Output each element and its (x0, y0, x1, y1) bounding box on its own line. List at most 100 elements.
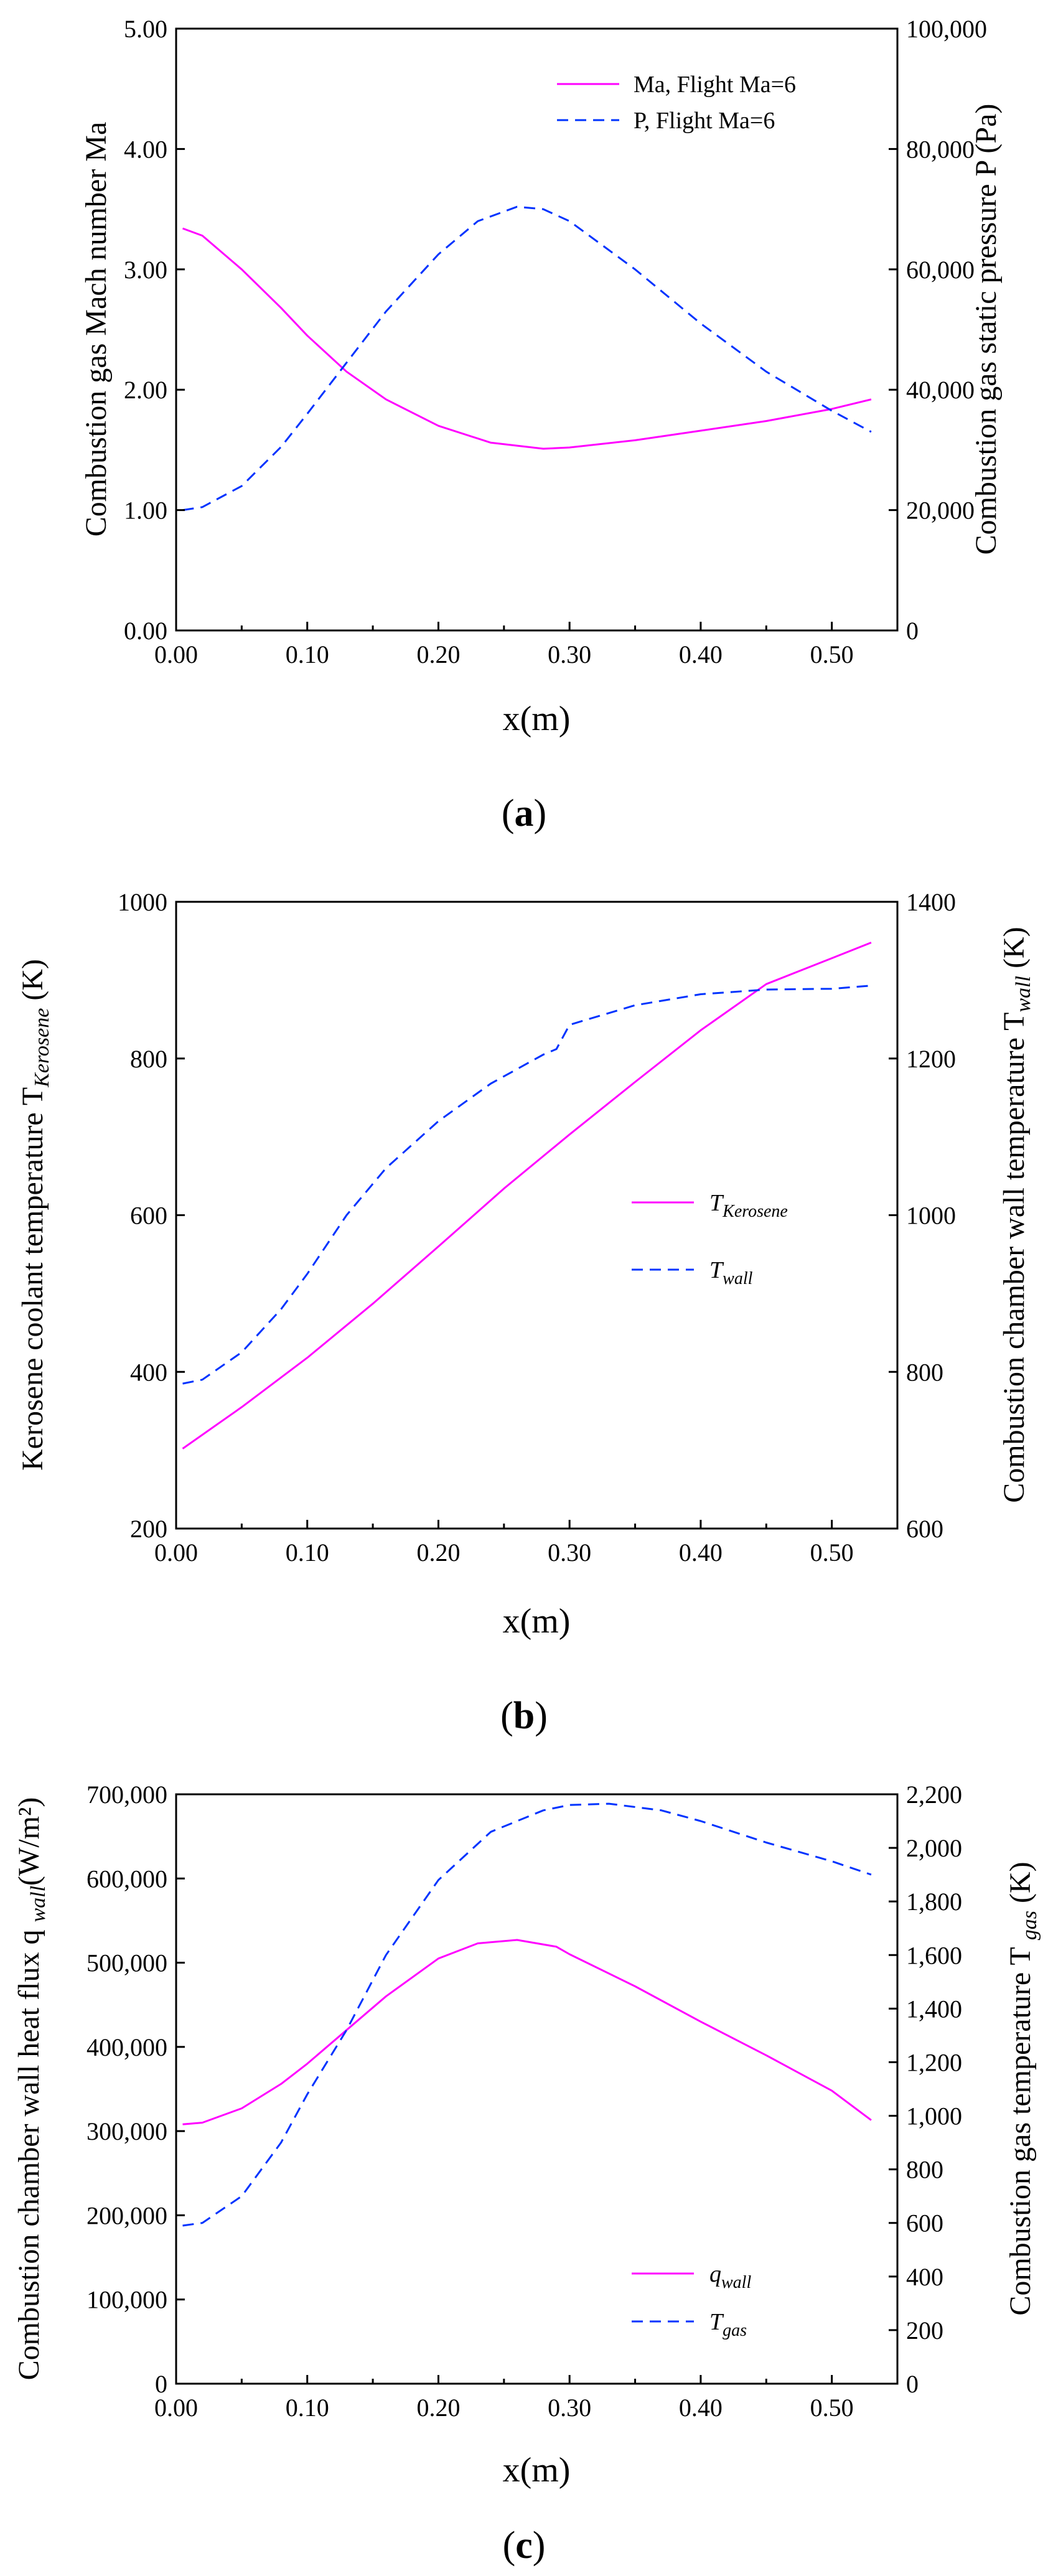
series-line-2 (182, 1802, 872, 2227)
panel-c-y2-axis-label: Combustion gas temperature T gas (K) (1004, 1862, 1041, 2315)
panel-a-legend-label-ma: Ma, Flight Ma=6 (634, 72, 796, 98)
x-tick-label: 0.40 (679, 1539, 723, 1567)
series-line-2 (182, 205, 872, 512)
panel-c-tick-labels: 0.00 0.10 0.20 0.30 0.40 0.50 0 100,000 200,000 3… (87, 1781, 962, 2422)
panel-b-y-axis-label: Kerosene coolant temperature TKerosene (… (16, 959, 54, 1471)
y2-tick-label: 600 (906, 1515, 943, 1543)
panel-c-legend: qwall Tgas (632, 2261, 751, 2340)
panel-c-y2-axis-label-sub: gas (1018, 1911, 1041, 1940)
y2-tick-label: 400 (906, 2263, 943, 2291)
panel-b-y-axis-label-main: Kerosene coolant temperature T (16, 1087, 49, 1471)
y-tick-label: 2.00 (124, 376, 167, 404)
panel-b-plot-frame (175, 901, 899, 1530)
panel-a-plot-frame (175, 27, 899, 632)
y2-tick-label: 1,600 (906, 1941, 962, 1969)
x-tick-label: 0.40 (679, 640, 723, 668)
panel-b-ticks (175, 901, 899, 1530)
y2-tick-label: 2,000 (906, 1834, 962, 1862)
panel-b-x-axis-label: x(m) (503, 1602, 571, 1641)
series-line-1 (182, 227, 872, 450)
panel-b-tick-labels: 0.00 0.10 0.20 0.30 0.40 0.50 200 400 600 800 1000… (118, 888, 956, 1567)
y-tick-label: 400 (130, 1358, 167, 1386)
y2-tick-label: 1400 (906, 888, 956, 916)
x-tick-label: 0.50 (810, 2394, 854, 2422)
x-tick-label: 0.10 (286, 2394, 329, 2422)
panel-c-plot-area (182, 1802, 872, 2227)
panel-c-y-axis-label-main: Combustion chamber wall heat flux q (12, 1930, 45, 2381)
panel-a-plot-area (182, 205, 872, 512)
y-tick-label: 0 (155, 2370, 167, 2398)
x-tick-label: 0.40 (679, 2394, 723, 2422)
y-tick-label: 600 (130, 1202, 167, 1230)
panel-b-y2-axis-label-unit: (K) (998, 927, 1031, 976)
panel-b-legend-wall-sub: wall (723, 1269, 752, 1288)
y-tick-label: 300,000 (87, 2117, 167, 2145)
panel-c: 0.00 0.10 0.20 0.30 0.40 0.50 0 100,000 200,000 3… (12, 1781, 1041, 2567)
y-tick-label: 0.00 (124, 617, 167, 645)
y2-tick-label: 1000 (906, 1202, 956, 1230)
panel-b-plot-area (182, 942, 872, 1450)
panel-b-legend-t2: T (709, 1257, 724, 1283)
y2-tick-label: 1,400 (906, 1995, 962, 2023)
y-tick-label: 100,000 (87, 2286, 167, 2314)
panel-c-y-axis-label-unit: (W/m²) (12, 1797, 45, 1886)
y2-tick-label: 1,800 (906, 1888, 962, 1916)
y-tick-label: 200,000 (87, 2201, 167, 2229)
y2-tick-label: 20,000 (906, 497, 975, 525)
y2-tick-label: 1,200 (906, 2048, 962, 2076)
panel-b-legend-kerosene-sub: Kerosene (722, 1202, 788, 1221)
y-tick-label: 3.00 (124, 256, 167, 284)
x-tick-label: 0.30 (548, 2394, 591, 2422)
y2-tick-label: 60,000 (906, 256, 975, 284)
y2-tick-label: 0 (906, 617, 919, 645)
series-line-2 (182, 985, 872, 1385)
panel-c-legend-q: q (709, 2261, 721, 2287)
panel-c-y-axis-label: Combustion chamber wall heat flux q wall… (12, 1797, 50, 2381)
panel-c-label-letter: c (515, 2524, 533, 2567)
panel-c-y2-axis-label-unit: (K) (1004, 1862, 1037, 1911)
y2-tick-label: 200 (906, 2316, 943, 2344)
panel-a-label-letter: a (515, 792, 534, 835)
panel-c-x-axis-label: x(m) (503, 2451, 571, 2489)
x-tick-label: 0.20 (416, 1539, 460, 1567)
x-tick-label: 0.00 (154, 640, 198, 668)
x-tick-label: 0.30 (548, 1539, 591, 1567)
y-tick-label: 1.00 (124, 497, 167, 525)
panel-b-y2-axis-label-sub: wall (1012, 976, 1035, 1013)
y-tick-label: 800 (130, 1045, 167, 1073)
panel-c-legend-label-qwall: qwall (709, 2261, 751, 2292)
panel-b-legend: TKerosene Twall (632, 1190, 788, 1288)
panel-a-y-axis-label: Combustion gas Mach number Ma (80, 122, 113, 537)
panel-b: 0.00 0.10 0.20 0.30 0.40 0.50 200 400 600 800 1000… (16, 888, 1035, 1737)
panel-a-x-axis-label: x(m) (503, 700, 571, 738)
panel-b-y2-axis-label: Combustion chamber wall temperature Twal… (998, 927, 1035, 1502)
panel-a-label: (a) (502, 792, 546, 835)
x-tick-label: 0.30 (548, 640, 591, 668)
y-tick-label: 600,000 (87, 1865, 167, 1893)
y-tick-label: 5.00 (124, 15, 167, 43)
x-tick-label: 0.00 (154, 1539, 198, 1567)
panel-b-y-axis-label-sub: Kerosene (30, 1008, 54, 1088)
panel-c-ticks (175, 1793, 899, 2385)
y-tick-label: 500,000 (87, 1949, 167, 1977)
panel-b-y-axis-label-unit: (K) (16, 959, 49, 1008)
y-tick-label: 4.00 (124, 135, 167, 163)
y2-tick-label: 800 (906, 2156, 943, 2184)
series-line-1 (182, 1939, 872, 2125)
panel-b-label-letter: b (513, 1695, 535, 1737)
y-tick-label: 200 (130, 1515, 167, 1543)
panel-b-legend-label-wall: Twall (709, 1257, 753, 1288)
panel-c-legend-wall-sub: wall (721, 2273, 751, 2292)
x-tick-label: 0.50 (810, 640, 854, 668)
x-tick-label: 0.20 (416, 2394, 460, 2422)
series-line-1 (182, 942, 872, 1450)
y2-tick-label: 80,000 (906, 135, 975, 163)
y2-tick-label: 1200 (906, 1045, 956, 1073)
panel-a-tick-labels: 0.00 0.10 0.20 0.30 0.40 0.50 0.00 1.00 2.00 3.00… (124, 15, 987, 668)
panel-b-legend-label-kerosene: TKerosene (709, 1190, 788, 1221)
y2-tick-label: 800 (906, 1358, 943, 1386)
x-tick-label: 0.10 (286, 1539, 329, 1567)
x-tick-label: 0.10 (286, 640, 329, 668)
panel-a-legend-label-p: P, Flight Ma=6 (634, 108, 775, 134)
